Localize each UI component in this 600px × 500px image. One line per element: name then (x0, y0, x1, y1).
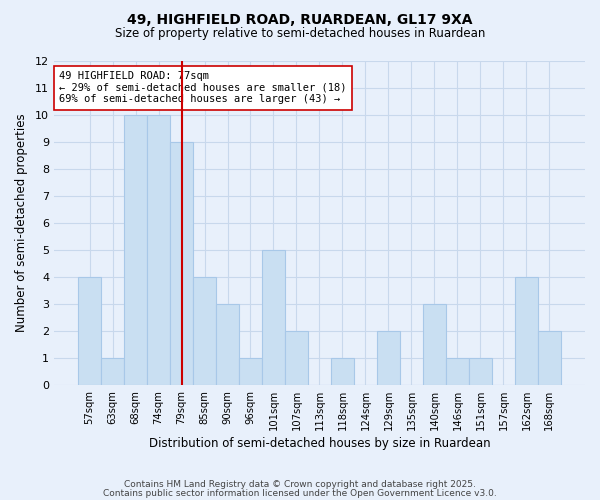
Bar (446, 358, 469, 385)
Text: Contains public sector information licensed under the Open Government Licence v3: Contains public sector information licen… (103, 488, 497, 498)
Bar (216, 304, 239, 385)
Bar (78, 277, 101, 385)
Bar (262, 250, 285, 385)
Bar (377, 331, 400, 385)
Text: 49 HIGHFIELD ROAD: 77sqm
← 29% of semi-detached houses are smaller (18)
69% of s: 49 HIGHFIELD ROAD: 77sqm ← 29% of semi-d… (59, 71, 347, 104)
Text: 49, HIGHFIELD ROAD, RUARDEAN, GL17 9XA: 49, HIGHFIELD ROAD, RUARDEAN, GL17 9XA (127, 12, 473, 26)
Bar (285, 331, 308, 385)
X-axis label: Distribution of semi-detached houses by size in Ruardean: Distribution of semi-detached houses by … (149, 437, 490, 450)
Bar (193, 277, 216, 385)
Bar (101, 358, 124, 385)
Bar (331, 358, 354, 385)
Bar (124, 116, 147, 385)
Bar (170, 142, 193, 385)
Bar (423, 304, 446, 385)
Bar (147, 116, 170, 385)
Text: Contains HM Land Registry data © Crown copyright and database right 2025.: Contains HM Land Registry data © Crown c… (124, 480, 476, 489)
Y-axis label: Number of semi-detached properties: Number of semi-detached properties (15, 114, 28, 332)
Bar (239, 358, 262, 385)
Bar (469, 358, 492, 385)
Bar (515, 277, 538, 385)
Text: Size of property relative to semi-detached houses in Ruardean: Size of property relative to semi-detach… (115, 28, 485, 40)
Bar (538, 331, 561, 385)
